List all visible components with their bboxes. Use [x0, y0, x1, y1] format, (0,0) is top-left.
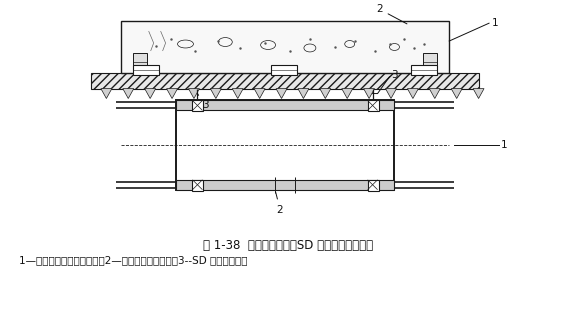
Bar	[192, 180, 203, 191]
Polygon shape	[320, 89, 331, 99]
Bar	[367, 180, 378, 191]
Polygon shape	[342, 89, 353, 99]
Polygon shape	[188, 89, 199, 99]
Bar	[176, 100, 395, 110]
Text: 1: 1	[501, 140, 507, 150]
Polygon shape	[123, 89, 134, 99]
Polygon shape	[145, 89, 156, 99]
Polygon shape	[429, 89, 440, 99]
Polygon shape	[232, 89, 243, 99]
Bar	[91, 73, 479, 89]
Bar	[423, 53, 437, 71]
Polygon shape	[298, 89, 309, 99]
Polygon shape	[210, 89, 221, 99]
Bar	[132, 65, 158, 75]
Polygon shape	[407, 89, 418, 99]
Bar	[411, 65, 437, 75]
Text: 2: 2	[376, 4, 407, 24]
Bar	[132, 53, 147, 71]
Polygon shape	[473, 89, 484, 99]
Text: 3: 3	[392, 70, 398, 80]
Text: 图 1-38  水泵基础减振（SD 型减振垫）示意图: 图 1-38 水泵基础减振（SD 型减振垫）示意图	[203, 239, 373, 252]
Bar	[271, 65, 297, 75]
Polygon shape	[276, 89, 287, 99]
Polygon shape	[451, 89, 462, 99]
Bar	[176, 180, 395, 190]
Bar	[121, 21, 449, 73]
Text: 1—混凝土减振板（基础）；2—地脚螺栓预埋钢板；3--SD 型橡胶减振垫: 1—混凝土减振板（基础）；2—地脚螺栓预埋钢板；3--SD 型橡胶减振垫	[20, 255, 248, 265]
Polygon shape	[363, 89, 374, 99]
Bar	[176, 100, 395, 190]
Text: 3: 3	[198, 94, 209, 110]
Polygon shape	[385, 89, 396, 99]
Polygon shape	[254, 89, 265, 99]
Polygon shape	[166, 89, 177, 99]
Bar	[367, 100, 378, 111]
Bar	[192, 100, 203, 111]
Text: 1: 1	[492, 18, 499, 28]
Text: 2: 2	[276, 193, 283, 215]
Polygon shape	[101, 89, 112, 99]
